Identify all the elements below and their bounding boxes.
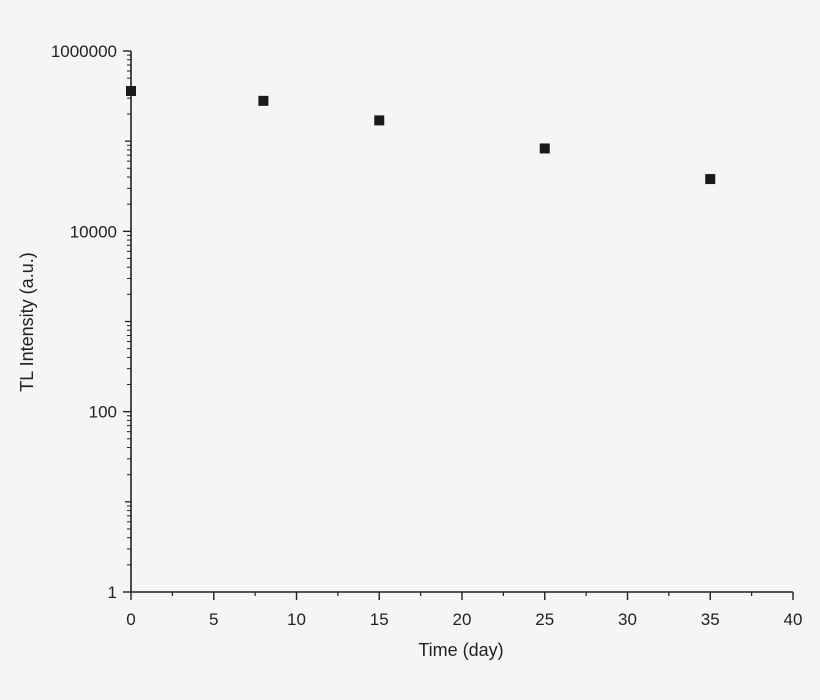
x-tick-label: 15	[370, 610, 389, 629]
data-point	[539, 143, 550, 154]
data-points	[126, 86, 716, 185]
data-point	[705, 174, 716, 185]
data-point	[258, 95, 269, 106]
data-point	[126, 86, 136, 97]
y-tick-label: 1000000	[51, 42, 117, 61]
x-tick-label: 20	[453, 610, 472, 629]
x-tick-label: 25	[535, 610, 554, 629]
x-tick-label: 40	[784, 610, 803, 629]
x-tick-label: 10	[287, 610, 306, 629]
y-axis-title: TL Intensity (a.u.)	[17, 252, 37, 391]
y-tick-label: 1	[108, 583, 117, 602]
x-tick-label: 5	[209, 610, 218, 629]
x-tick-label: 35	[701, 610, 720, 629]
y-tick-label: 10000	[70, 222, 117, 241]
axes: 0 5 10 15 20 25 30 35 40 1 100 10000 1000000	[51, 42, 803, 629]
x-tick-label: 30	[618, 610, 637, 629]
x-axis-title: Time (day)	[418, 640, 503, 660]
data-point	[374, 115, 385, 126]
y-tick-label: 100	[89, 403, 117, 422]
x-tick-label: 0	[126, 610, 135, 629]
